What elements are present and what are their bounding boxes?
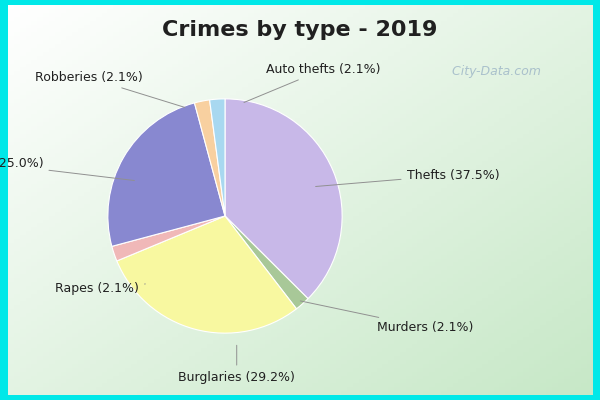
Text: Assaults (25.0%): Assaults (25.0%) — [0, 157, 134, 180]
Wedge shape — [108, 103, 225, 246]
Text: Murders (2.1%): Murders (2.1%) — [301, 301, 473, 334]
Text: Rapes (2.1%): Rapes (2.1%) — [55, 282, 145, 295]
Wedge shape — [117, 216, 296, 333]
Wedge shape — [209, 99, 225, 216]
Wedge shape — [194, 100, 225, 216]
Text: Robberies (2.1%): Robberies (2.1%) — [35, 71, 185, 108]
Wedge shape — [225, 99, 342, 299]
Text: Auto thefts (2.1%): Auto thefts (2.1%) — [244, 63, 380, 102]
Text: City-Data.com: City-Data.com — [443, 66, 541, 78]
Wedge shape — [112, 216, 225, 261]
Text: Thefts (37.5%): Thefts (37.5%) — [316, 168, 499, 186]
Wedge shape — [225, 216, 308, 309]
Text: Burglaries (29.2%): Burglaries (29.2%) — [178, 345, 295, 384]
Text: Crimes by type - 2019: Crimes by type - 2019 — [163, 20, 437, 40]
